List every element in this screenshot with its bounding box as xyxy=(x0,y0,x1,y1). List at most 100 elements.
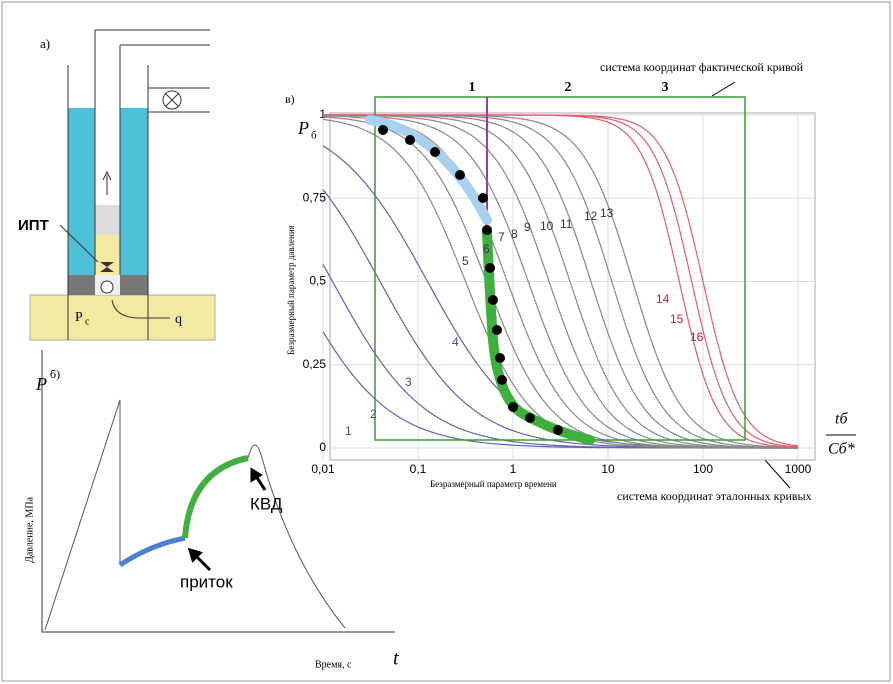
gauge xyxy=(100,280,114,294)
data-point xyxy=(378,125,388,135)
data-point xyxy=(430,147,440,157)
data-point xyxy=(525,413,535,423)
curve-label: 16 xyxy=(690,330,704,344)
curve-label: 6 xyxy=(483,242,490,256)
x-tick-label: 100 xyxy=(693,462,713,476)
x-axis-label: Время, с xyxy=(315,659,352,670)
x-axis-denominator: Cб* xyxy=(828,441,855,458)
y-axis-symbol: P xyxy=(35,374,47,394)
curve-label: 1 xyxy=(345,424,352,438)
tubing-gas xyxy=(95,205,120,235)
early-data xyxy=(365,115,492,225)
y-tick-label: 1 xyxy=(319,107,326,121)
annulus-right xyxy=(120,108,148,275)
valve-symbol xyxy=(100,262,114,272)
x-axis-label: Безразмерный параметр времени xyxy=(430,479,557,489)
type-curve xyxy=(323,114,799,447)
actual-coords-label: система координат фактической кривой xyxy=(600,60,804,74)
ipt-pointer xyxy=(59,224,99,263)
data-point xyxy=(485,263,495,273)
pressure-symbol: P xyxy=(75,310,83,325)
plot-frame xyxy=(329,112,816,461)
inflow-curve xyxy=(118,535,186,568)
curve-label: 2 xyxy=(370,407,377,421)
panel-label: а) xyxy=(40,36,50,51)
x-axis-symbol: t xyxy=(393,648,399,670)
data-point xyxy=(455,170,465,180)
type-curve xyxy=(323,114,799,448)
curve-label: 12 xyxy=(584,209,598,223)
inflow-arrow xyxy=(111,299,170,319)
reference-coords-pointer xyxy=(764,459,791,489)
y-axis-subscript: б xyxy=(311,130,317,142)
y-tick-label: 0,75 xyxy=(303,190,327,204)
perforation xyxy=(67,295,149,340)
curve-label: 14 xyxy=(656,292,670,306)
valve-cross xyxy=(165,93,179,107)
type-curve xyxy=(323,114,798,449)
x-tick-label: 0,01 xyxy=(311,462,335,476)
top-tick-label: 3 xyxy=(662,80,669,95)
x-tick-label: 1000 xyxy=(785,462,812,476)
data-point xyxy=(488,295,498,305)
curve-label: 15 xyxy=(670,312,684,326)
data-point xyxy=(482,225,492,235)
panel-label: в) xyxy=(285,92,295,106)
y-axis-label: Безразмерный параметр давления xyxy=(286,225,296,355)
type-curve-panel: в) P б Безразмерный параметр давления Бе… xyxy=(285,60,856,503)
y-tick-label: 0,5 xyxy=(309,274,326,288)
data-point xyxy=(553,425,563,435)
kvd-arrow xyxy=(250,467,267,491)
inflow-label: приток xyxy=(180,572,233,591)
x-tick-label: 0,1 xyxy=(410,462,427,476)
decline-curve xyxy=(247,444,346,629)
kvd-curve xyxy=(182,455,249,539)
curve-label: 5 xyxy=(462,254,469,268)
kvd-label: КВД xyxy=(250,494,283,513)
pipes xyxy=(67,29,210,340)
flow-arrow xyxy=(102,170,112,195)
data-point xyxy=(492,325,502,335)
ipt-label: ИПТ xyxy=(18,217,49,234)
curve-label: 3 xyxy=(405,375,412,389)
data-point xyxy=(495,353,505,363)
curve-label: 13 xyxy=(600,206,614,220)
y-tick-label: 0,25 xyxy=(303,357,327,371)
y-axis-label: Давление, МПа xyxy=(24,496,35,563)
panel-label: б) xyxy=(50,367,60,381)
data-point xyxy=(478,193,488,203)
reference-coords-label: система координат эталонных кривых xyxy=(617,489,812,503)
pressure-panel: б) P Давление, МПа Время, с t приток КВД xyxy=(24,350,399,670)
top-tick-label: 2 xyxy=(565,80,572,95)
y-axis-symbol: P xyxy=(297,118,309,138)
curve-label: 8 xyxy=(511,227,518,241)
late-data xyxy=(482,227,595,445)
pressure-subscript: с xyxy=(85,316,90,327)
curve-label: 9 xyxy=(524,220,531,234)
curve-label: 10 xyxy=(540,219,554,233)
formation xyxy=(29,294,216,341)
top-tick-label: 1 xyxy=(469,80,476,95)
well-diagram: а) ИПТ P с q xyxy=(18,29,216,341)
actual-coords-frame xyxy=(374,96,746,441)
axes xyxy=(41,350,395,633)
data-point xyxy=(497,375,507,385)
data-point xyxy=(508,402,518,412)
curve-label: 7 xyxy=(498,230,505,244)
curve-label: 11 xyxy=(560,217,573,231)
curve-label: 4 xyxy=(452,335,459,349)
inflow-arrow xyxy=(187,547,212,572)
type-curve xyxy=(322,264,798,449)
x-axis-numerator: tб xyxy=(835,411,848,428)
x-tick-label: 10 xyxy=(601,462,615,476)
data-point xyxy=(405,135,415,145)
flow-label: q xyxy=(175,312,182,327)
actual-coords-pointer xyxy=(711,81,736,97)
annulus-left xyxy=(68,108,95,275)
y-tick-label: 0 xyxy=(319,440,326,454)
pressure-build xyxy=(44,399,121,631)
x-tick-label: 1 xyxy=(510,462,517,476)
